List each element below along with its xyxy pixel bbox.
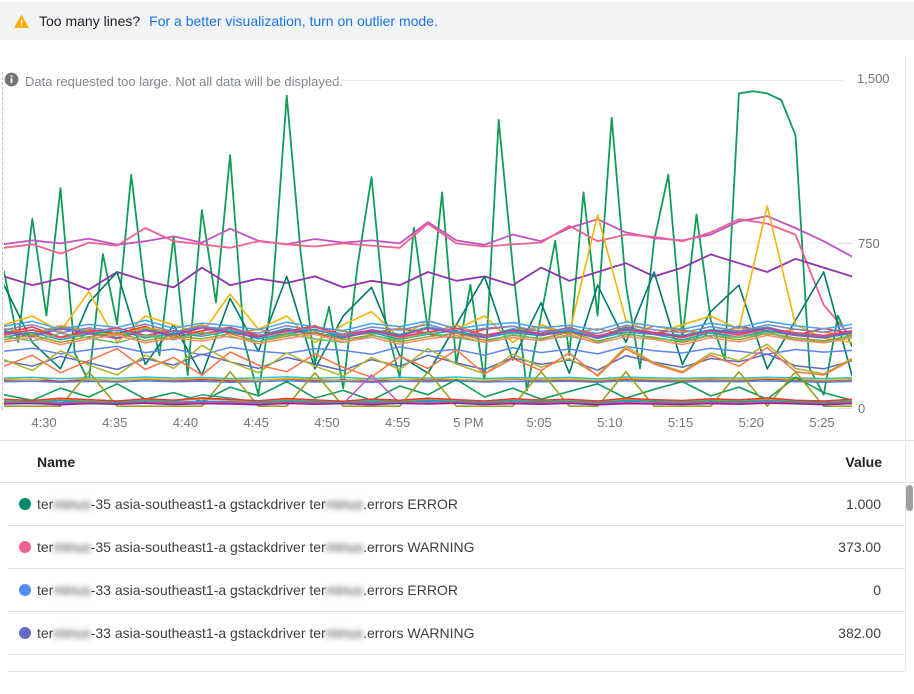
series-name: terminus-33 asia-southeast1-a gstackdriv…	[37, 625, 475, 641]
y-axis-label-0: 0	[858, 401, 866, 416]
redacted-text: minus	[53, 539, 91, 555]
series-value: 1.000	[845, 496, 881, 512]
legend-row[interactable]: terminus-33 asia-southeast1-a gstackdriv…	[8, 569, 905, 612]
series-value: 0	[873, 582, 881, 598]
chart-line-violet	[4, 327, 852, 340]
chart-line-cyan-flat	[4, 376, 852, 380]
chart-line-slate	[4, 323, 852, 335]
x-axis-label: 5:25	[809, 415, 835, 430]
series-color-dot	[19, 541, 31, 553]
chart-line-teal-bottom	[4, 394, 852, 404]
x-axis-label: 5:20	[738, 415, 764, 430]
chart-line-red-bottom	[4, 397, 852, 402]
chart-line-olive-low	[4, 343, 852, 377]
x-axis-label: 4:30	[31, 415, 57, 430]
chart-line-rose-bottom	[4, 401, 852, 405]
series-value: 373.00	[838, 539, 881, 555]
chart-line-orange-low	[4, 346, 852, 378]
chart-left-dashed-line	[2, 72, 3, 410]
legend-header: Name Value	[0, 440, 914, 483]
legend-table: Name Value terminus-35 asia-southeast1-a…	[0, 440, 914, 672]
series-name: terminus-35 asia-southeast1-a gstackdriv…	[37, 539, 475, 555]
outlier-mode-link[interactable]: For a better visualization, turn on outl…	[149, 13, 438, 29]
info-icon	[4, 72, 19, 87]
series-name: terminus-33 asia-southeast1-a gstackdriv…	[37, 582, 458, 598]
too-many-lines-banner: Too many lines? For a better visualizati…	[0, 2, 914, 40]
legend-row[interactable]: terminus-35 asia-southeast1-a gstackdriv…	[8, 526, 905, 569]
x-axis-label: 5 PM	[453, 415, 484, 430]
series-color-dot	[19, 498, 31, 510]
chart-line-olive-spikes	[4, 370, 852, 408]
legend-body: terminus-35 asia-southeast1-a gstackdriv…	[8, 483, 905, 655]
redacted-text: minus	[53, 582, 91, 598]
chart-svg[interactable]	[4, 88, 852, 410]
x-axis-label: 4:45	[243, 415, 269, 430]
legend-partial-row	[8, 655, 905, 672]
x-axis-label: 4:40	[172, 415, 199, 430]
chart-line-blue-band	[4, 319, 852, 332]
chart-line-orchid	[4, 215, 852, 258]
chart-line-teal	[4, 325, 852, 339]
data-too-large-message: Data requested too large. Not all data w…	[25, 74, 343, 89]
x-axis-labels: 4:30 4:35 4:40 4:45 4:50 4:55 5 PM 5:05 5:10 5:15…	[0, 415, 914, 433]
scrollbar-thumb[interactable]	[906, 485, 913, 511]
y-tick-dash-0	[838, 408, 852, 409]
x-axis-label: 4:55	[384, 415, 411, 430]
x-axis-label: 5:05	[526, 415, 552, 430]
chart-line-indigo-low	[4, 353, 852, 372]
chart-line-purple-bottom	[4, 402, 852, 406]
chart-line-dark-teal	[4, 271, 852, 377]
series-color-dot	[19, 627, 31, 639]
chart-line-cyan	[4, 328, 852, 341]
y-axis-label-1500: 1,500	[857, 71, 890, 86]
redacted-text: minus	[53, 625, 91, 641]
warning-triangle-icon	[14, 14, 29, 28]
chart-line-blue-flat	[4, 379, 852, 384]
redacted-text: minus	[53, 496, 91, 512]
scrollbar-track	[905, 56, 906, 671]
chart-line-green-main	[4, 90, 852, 396]
redacted-text: minus	[325, 625, 364, 641]
series-name: terminus-35 asia-southeast1-a gstackdriv…	[37, 496, 458, 512]
y-axis-label-750: 750	[858, 236, 880, 251]
x-axis-label: 5:15	[667, 415, 694, 430]
chart-line-purple	[4, 253, 852, 291]
x-axis-label: 4:50	[314, 415, 340, 430]
series-value: 382.00	[838, 625, 881, 641]
y-tick-dash-750	[838, 243, 852, 244]
redacted-text: minus	[325, 539, 364, 555]
chart-line-coral	[4, 333, 852, 346]
gridline-1500	[332, 80, 845, 81]
chart-line-pink-line	[4, 218, 852, 339]
redacted-text: minus	[325, 496, 364, 512]
chart-line-orange-bottom	[4, 398, 852, 403]
legend-header-name: Name	[37, 453, 76, 470]
banner-text: Too many lines?	[39, 13, 141, 29]
chart-line-blue-low	[4, 345, 852, 356]
legend-row[interactable]: terminus-33 asia-southeast1-a gstackdriv…	[8, 612, 905, 655]
redacted-text: minus	[325, 582, 364, 598]
legend-row[interactable]: terminus-35 asia-southeast1-a gstackdriv…	[8, 483, 905, 526]
series-color-dot	[19, 584, 31, 596]
x-axis-label: 5:10	[597, 415, 623, 430]
legend-header-value: Value	[845, 453, 882, 470]
chart-line-green-band	[4, 331, 852, 344]
x-axis-label: 4:35	[102, 415, 128, 430]
